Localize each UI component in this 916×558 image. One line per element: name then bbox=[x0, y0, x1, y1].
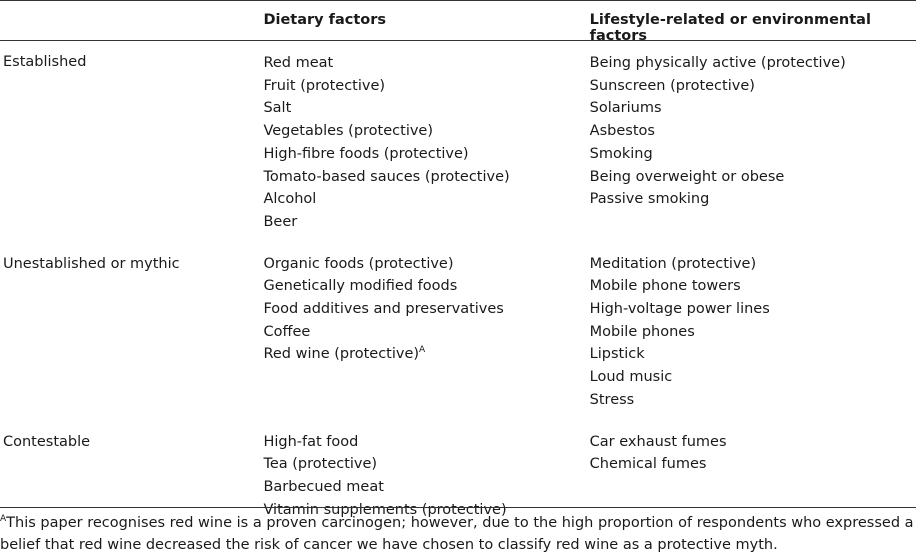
table-row-unestablished: Unestablished or mythic Organic foods (p… bbox=[0, 246, 916, 424]
list-item: Salt bbox=[263, 100, 292, 117]
list-item: Asbestos bbox=[589, 123, 655, 140]
list-item: Chemical fumes bbox=[589, 456, 707, 473]
lifestyle-list: Being physically active (protective) Sun… bbox=[590, 44, 916, 223]
list-item: Red meat bbox=[263, 55, 334, 71]
category-label: Unestablished or mythic bbox=[3, 255, 180, 272]
bottom-rule bbox=[0, 507, 916, 508]
dietary-list: High-fat food Tea (protective) Barbecued… bbox=[263, 424, 589, 534]
list-item: High-fat food bbox=[263, 433, 359, 450]
header-lifestyle-factors: Lifestyle-related or environmental facto… bbox=[589, 12, 871, 44]
list-item: Beer bbox=[263, 213, 298, 230]
table-row-established: Established Red meat Fruit (protective) … bbox=[0, 44, 916, 246]
footnote-text: This paper recognises red wine is a prov… bbox=[0, 515, 914, 553]
lifestyle-list: Meditation (protective) Mobile phone tow… bbox=[590, 246, 916, 424]
list-item: Genetically modified foods bbox=[263, 278, 458, 295]
list-item: Organic foods (protective) bbox=[263, 255, 454, 272]
list-item: Passive smoking bbox=[589, 191, 710, 208]
list-item: Alcohol bbox=[263, 191, 317, 208]
list-item: Being overweight or obese bbox=[589, 168, 785, 185]
list-item: Tea (protective) bbox=[263, 456, 378, 473]
risk-factors-table: Dietary factors Lifestyle-related or env… bbox=[0, 0, 916, 534]
header-rule bbox=[0, 40, 916, 41]
dietary-list: Red meat Fruit (protective) Salt Vegetab… bbox=[263, 44, 589, 246]
list-item: High-fibre foods (protective) bbox=[263, 145, 469, 162]
table-header-row: Dietary factors Lifestyle-related or env… bbox=[0, 0, 916, 44]
list-item: Sunscreen (protective) bbox=[589, 77, 755, 94]
footnote-marker: A bbox=[0, 514, 7, 524]
list-item: Barbecued meat bbox=[263, 478, 384, 495]
lifestyle-list: Car exhaust fumes Chemical fumes bbox=[590, 424, 916, 488]
header-category bbox=[0, 0, 263, 44]
list-item: Smoking bbox=[589, 145, 653, 162]
list-item: Lipstick bbox=[589, 346, 645, 363]
table-row-contestable: Contestable High-fat food Tea (protectiv… bbox=[0, 424, 916, 534]
list-item: Meditation (protective) bbox=[589, 255, 757, 272]
list-item: Coffee bbox=[263, 323, 311, 340]
list-item: Solariums bbox=[589, 100, 662, 117]
list-item: Mobile phone towers bbox=[589, 278, 741, 295]
list-item: Being physically active (protective) bbox=[589, 55, 846, 71]
list-item: High-voltage power lines bbox=[589, 301, 770, 318]
list-item: Car exhaust fumes bbox=[589, 433, 727, 450]
list-item: Food additives and preservatives bbox=[263, 301, 504, 318]
red-wine-label: Red wine (protective) bbox=[263, 346, 420, 363]
list-item: Stress bbox=[589, 391, 635, 408]
top-rule bbox=[0, 0, 916, 1]
list-item: Mobile phones bbox=[589, 323, 695, 340]
list-item: Loud music bbox=[589, 369, 673, 386]
list-item: Vitamin supplements (protective) bbox=[263, 501, 507, 518]
list-item: Fruit (protective) bbox=[263, 77, 386, 94]
table-footnote: AThis paper recognises red wine is a pro… bbox=[0, 512, 916, 556]
category-label: Established bbox=[3, 54, 87, 70]
header-dietary-factors: Dietary factors bbox=[263, 12, 387, 28]
list-item: Vegetables (protective) bbox=[263, 123, 434, 140]
list-item-red-wine: Red wine (protective)A bbox=[263, 343, 589, 366]
footnote-marker: A bbox=[419, 345, 426, 356]
dietary-list: Organic foods (protective) Genetically m… bbox=[263, 246, 589, 379]
list-item: Tomato-based sauces (protective) bbox=[263, 168, 510, 185]
category-label: Contestable bbox=[3, 433, 91, 450]
